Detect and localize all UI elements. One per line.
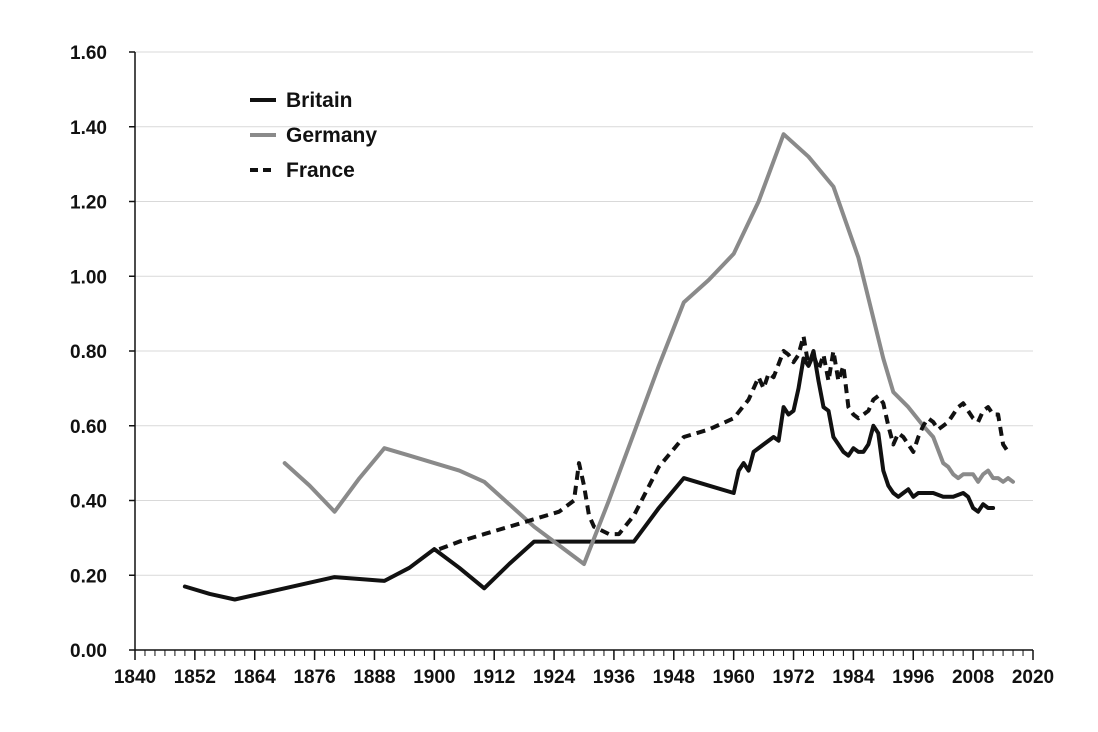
legend: Britain Germany France [250,89,377,182]
x-tick-label: 1936 [593,667,635,688]
x-tick-label: 2008 [952,667,994,688]
y-tick-label: 1.60 [70,43,107,64]
x-tick-label: 1876 [293,667,335,688]
legend-label-germany: Germany [286,124,377,147]
x-tick-label: 1984 [832,667,875,688]
x-tick-label: 1888 [353,667,395,688]
series-line-britain [182,349,996,602]
series-line-germany [282,132,1015,566]
x-tick-label: 1912 [473,667,515,688]
legend-label-britain: Britain [286,89,353,112]
series-line-france [438,334,1010,551]
y-tick-label: 0.40 [70,492,107,513]
x-tick-label: 1972 [772,667,814,688]
y-tick-label: 0.00 [70,641,107,662]
y-tick-label: 1.00 [70,267,107,288]
y-tick-label: 0.80 [70,342,107,363]
x-tick-label: 1924 [533,667,576,688]
x-tick-label: 1996 [892,667,934,688]
x-tick-label: 1840 [114,667,156,688]
x-tick-label: 1960 [713,667,755,688]
x-tick-label: 1900 [413,667,455,688]
legend-label-france: France [286,159,355,182]
y-tick-label: 0.20 [70,566,107,587]
y-tick-label: 0.60 [70,417,107,438]
y-tick-label: 1.20 [70,193,107,214]
x-tick-label: 1852 [174,667,216,688]
y-tick-label: 1.40 [70,118,107,139]
axes: 0.00 0.20 0.40 0.60 0.80 1.00 1.20 1.40 1.60 1840… [70,43,1054,688]
grid-lines [135,51,1033,576]
x-tick-label: 1864 [234,667,277,688]
x-tick-label: 2020 [1012,667,1054,688]
series-lines [182,132,1015,602]
x-tick-label: 1948 [653,667,695,688]
